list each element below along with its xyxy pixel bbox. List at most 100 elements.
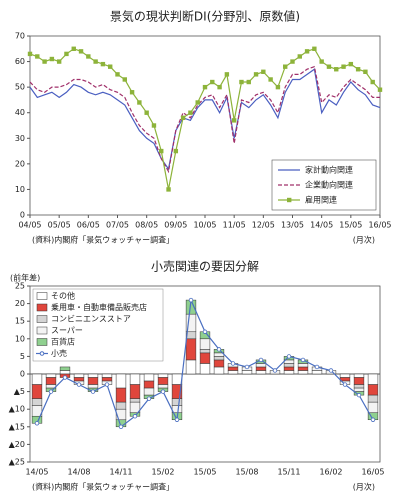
point <box>166 187 171 192</box>
y-tick-label: 25 <box>15 282 25 291</box>
legend-label: 小売 <box>51 348 67 358</box>
legend-label: 企業動向関連 <box>305 180 353 190</box>
bar-segment <box>31 373 43 385</box>
bar-segment <box>87 377 99 385</box>
bar-segment <box>143 373 155 382</box>
point <box>370 417 376 422</box>
point <box>319 59 324 64</box>
y-tick-label: 30 <box>15 134 25 143</box>
bar-segment <box>213 356 225 361</box>
point <box>348 61 354 67</box>
point <box>173 148 179 154</box>
point <box>377 87 383 92</box>
bar-segment <box>129 373 141 385</box>
bar-segment <box>367 373 379 385</box>
x-tick-label: 14/08 <box>67 468 90 477</box>
bar-segment <box>311 370 323 375</box>
point <box>231 118 237 123</box>
bar-segment <box>283 363 295 368</box>
source-note: (資料)内閣府「景気ウォッチャー調査」 <box>32 482 174 492</box>
y-tick-label: 0 <box>20 211 25 220</box>
point <box>132 414 138 419</box>
point <box>34 421 40 426</box>
point <box>356 392 362 398</box>
point <box>71 46 76 51</box>
point <box>283 64 288 69</box>
bar-segment <box>353 384 365 389</box>
point <box>244 364 250 370</box>
y-tick-label: 15 <box>15 317 25 326</box>
bar-segment <box>171 398 183 406</box>
bar-segment <box>171 373 183 385</box>
point <box>100 61 106 67</box>
legend-label: その他 <box>51 291 75 301</box>
point <box>239 79 244 85</box>
legend-swatch <box>36 315 48 323</box>
point <box>246 79 251 85</box>
bar-segment <box>213 366 225 375</box>
bar-segment <box>115 401 127 410</box>
legend-box <box>32 288 164 362</box>
point <box>286 354 292 359</box>
y-tick-label: 10 <box>15 334 25 343</box>
point <box>341 64 346 69</box>
point <box>188 297 194 303</box>
point <box>86 54 91 59</box>
x-tick-label: 14/11 <box>109 468 132 477</box>
x-tick-label: 08/05 <box>135 221 158 230</box>
bar-segment <box>73 373 85 378</box>
legend-swatch <box>36 338 48 346</box>
point <box>326 64 332 69</box>
x-tick-label: 14/05 <box>25 468 48 477</box>
bar-segment <box>157 373 169 378</box>
x-tick-label: 05/05 <box>48 221 71 230</box>
bar-segment <box>353 387 365 392</box>
series-line <box>29 65 380 174</box>
x-tick-label: 15/11 <box>277 468 300 477</box>
y-tick-label: 20 <box>15 299 25 308</box>
bar-segment <box>199 349 211 354</box>
unit-note: (月次) <box>353 482 375 492</box>
x-tick-label: 12/05 <box>252 221 275 230</box>
bar-segment <box>227 370 239 375</box>
point <box>160 389 166 394</box>
point <box>62 375 68 380</box>
point <box>328 368 334 373</box>
bar-segment <box>199 352 211 364</box>
bar-segment <box>185 338 197 361</box>
bar-segment <box>157 384 169 389</box>
point <box>355 67 361 72</box>
bar-segment <box>367 401 379 413</box>
point <box>230 361 236 366</box>
x-tick-label: 09/05 <box>164 221 187 230</box>
point <box>210 79 215 85</box>
bar-segment <box>255 370 267 375</box>
bar-segment <box>213 359 225 368</box>
bar-segment <box>227 366 239 371</box>
bar-segment <box>339 373 351 378</box>
y-tick-label: 20 <box>15 159 25 168</box>
point <box>151 123 157 128</box>
x-tick-label: 15/02 <box>151 468 174 477</box>
point <box>27 51 33 57</box>
point <box>253 72 259 77</box>
bar-segment <box>101 377 113 382</box>
y-tick-label: ▲25 <box>9 458 25 467</box>
legend-marker <box>287 197 292 203</box>
bar-segment <box>255 366 267 371</box>
point <box>370 79 375 85</box>
bar-segment <box>283 370 295 375</box>
x-tick-label: 11/05 <box>223 221 246 230</box>
point <box>202 84 208 90</box>
x-tick-label: 16/02 <box>319 468 342 477</box>
bar-segment <box>255 363 267 368</box>
point <box>129 90 135 95</box>
legend-swatch <box>36 303 48 312</box>
y-tick-label: ▲15 <box>9 422 25 431</box>
point <box>93 59 98 64</box>
point <box>122 77 127 82</box>
x-tick-label: 07/05 <box>106 221 129 230</box>
y-axis-label: (前年差) <box>10 273 40 283</box>
legend-swatch <box>36 326 48 335</box>
